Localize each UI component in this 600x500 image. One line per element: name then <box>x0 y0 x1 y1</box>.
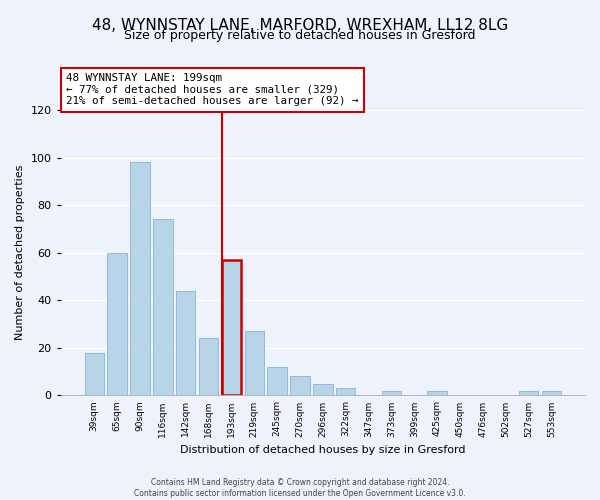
Bar <box>176 291 196 396</box>
Text: Size of property relative to detached houses in Gresford: Size of property relative to detached ho… <box>124 29 476 42</box>
Text: 48 WYNNSTAY LANE: 199sqm
← 77% of detached houses are smaller (329)
21% of semi-: 48 WYNNSTAY LANE: 199sqm ← 77% of detach… <box>66 73 358 106</box>
Bar <box>268 367 287 396</box>
Bar <box>290 376 310 396</box>
Bar <box>427 390 447 396</box>
Y-axis label: Number of detached properties: Number of detached properties <box>15 165 25 340</box>
Bar <box>199 338 218 396</box>
Text: 48, WYNNSTAY LANE, MARFORD, WREXHAM, LL12 8LG: 48, WYNNSTAY LANE, MARFORD, WREXHAM, LL1… <box>92 18 508 32</box>
Bar <box>130 162 149 396</box>
X-axis label: Distribution of detached houses by size in Gresford: Distribution of detached houses by size … <box>180 445 466 455</box>
Bar <box>542 390 561 396</box>
Bar <box>336 388 355 396</box>
Bar <box>519 390 538 396</box>
Bar <box>221 260 241 396</box>
Bar <box>245 331 264 396</box>
Bar <box>313 384 332 396</box>
Bar <box>107 252 127 396</box>
Bar <box>153 220 173 396</box>
Text: Contains HM Land Registry data © Crown copyright and database right 2024.
Contai: Contains HM Land Registry data © Crown c… <box>134 478 466 498</box>
Bar <box>382 390 401 396</box>
Bar <box>85 352 104 396</box>
